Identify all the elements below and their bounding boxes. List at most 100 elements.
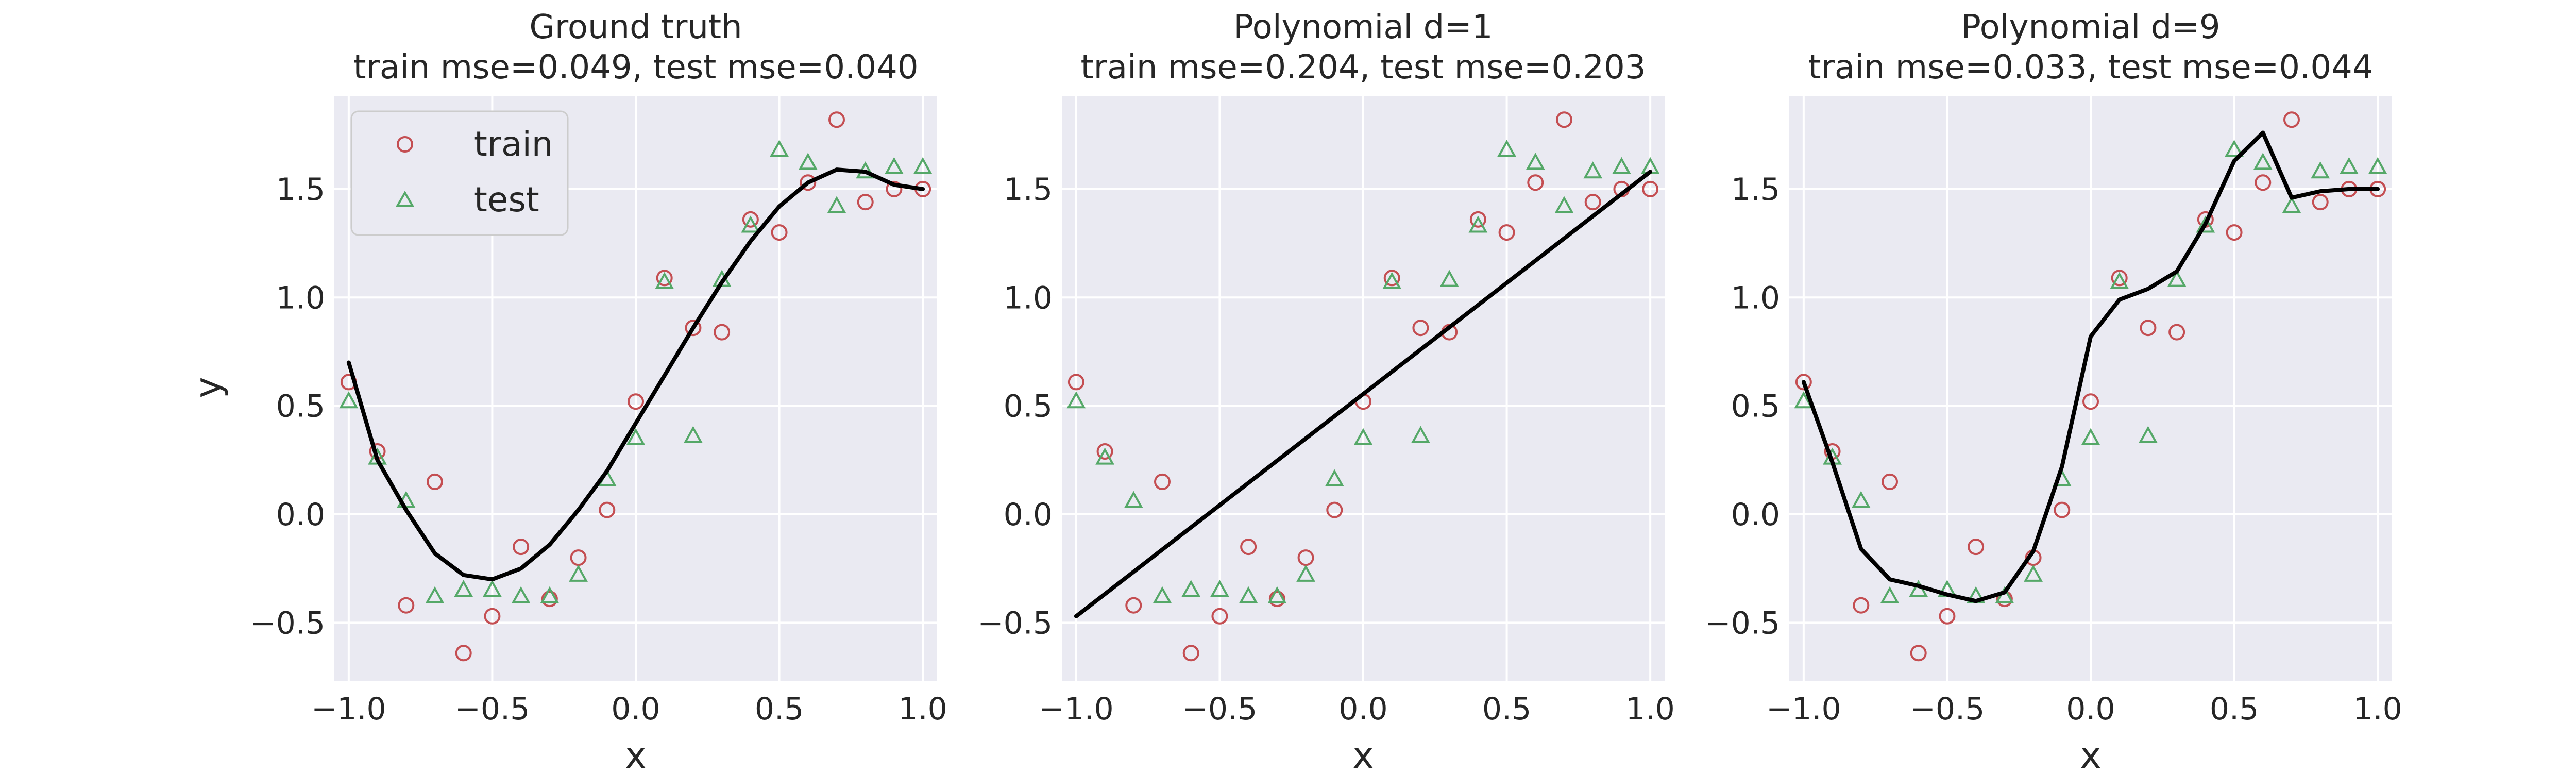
test-point: [1497, 140, 1516, 157]
x-tick-label: 0.5: [1482, 691, 1531, 727]
plot-area: −1.0 −0.5 0.0 0.5 1.0 −0.5 0.0 0.5 1.0 1.5: [977, 96, 1675, 727]
test-point: [798, 153, 818, 170]
test-point: [913, 157, 933, 174]
test-point: [2081, 428, 2100, 445]
test-point: [1382, 272, 1402, 289]
train-point: [628, 393, 644, 410]
train-point: [1469, 211, 1486, 228]
train-point: [455, 645, 472, 662]
subplot-ground-truth: Ground truth train mse=0.049, test mse=0…: [187, 8, 947, 773]
y-tick-label: 1.0: [276, 280, 325, 316]
train-point: [427, 473, 443, 490]
train-point: [1882, 473, 1898, 490]
test-point: [569, 564, 588, 582]
test-point: [626, 428, 646, 445]
y-tick-label: −0.5: [250, 605, 325, 641]
train-point: [886, 180, 903, 197]
test-point: [2196, 215, 2215, 233]
test-point: [1583, 161, 1603, 179]
train-point: [1498, 224, 1515, 241]
test-point: [1851, 491, 1871, 508]
legend-box: [350, 110, 569, 236]
train-point: [2111, 270, 2128, 287]
test-point: [1411, 426, 1430, 443]
test-point: [1353, 428, 1373, 445]
x-tick-label: 1.0: [1625, 691, 1674, 727]
legend-marker-train: [397, 136, 413, 153]
train-point: [398, 597, 415, 614]
y-tick-label: 1.5: [276, 172, 325, 208]
train-point: [1096, 443, 1113, 460]
test-point: [483, 580, 502, 597]
test-point: [511, 586, 531, 603]
test-point: [2110, 272, 2129, 289]
test-point: [1095, 447, 1114, 465]
subplot-polynomial-d1: Polynomial d=1 train mse=0.204, test mse…: [977, 8, 1675, 773]
y-tick-label: 0.5: [1004, 389, 1053, 425]
y-tick-label: 1.5: [1004, 172, 1053, 208]
test-point: [885, 157, 904, 174]
subplot-title: Polynomial d=1: [1233, 8, 1493, 46]
y-tick-label: 0.5: [276, 389, 325, 425]
train-point: [2054, 501, 2071, 518]
train-point: [1642, 180, 1659, 197]
train-point: [2140, 320, 2157, 337]
train-point: [2082, 393, 2099, 410]
test-point: [1153, 586, 1172, 603]
test-point: [1554, 196, 1574, 213]
train-point: [1240, 539, 1257, 556]
test-point: [2139, 426, 2158, 443]
x-tick-label: 1.0: [898, 691, 947, 727]
train-point: [1795, 374, 1812, 391]
test-point: [2311, 161, 2330, 179]
subplot-subtitle: train mse=0.049, test mse=0.040: [353, 48, 918, 87]
y-axis-label: y: [187, 377, 229, 398]
test-point: [1526, 153, 1545, 170]
x-tick-label: 0.0: [2066, 691, 2115, 727]
plot-area: −1.0 −0.5 0.0 0.5 1.0 −0.5 0.0 0.5 1.0 1.5: [1705, 96, 2402, 727]
y-tick-label: 1.0: [1004, 280, 1053, 316]
test-point: [827, 196, 846, 213]
test-point: [684, 426, 703, 443]
train-point: [800, 174, 817, 191]
train-point: [828, 111, 845, 128]
x-tick-label: −0.5: [455, 691, 530, 727]
train-point: [1968, 539, 1985, 556]
x-axis-label: x: [2080, 734, 2101, 773]
subplot-subtitle: train mse=0.204, test mse=0.203: [1080, 48, 1646, 87]
test-point: [454, 580, 473, 597]
y-tick-label: 1.0: [1731, 280, 1780, 316]
subplot-title: Polynomial d=9: [1961, 8, 2220, 46]
y-tick-label: −0.5: [977, 605, 1053, 641]
train-point: [1383, 270, 1400, 287]
test-point: [770, 140, 789, 157]
model-fit-line: [1074, 170, 1653, 618]
subplot-polynomial-d9: Polynomial d=9 train mse=0.033, test mse…: [1705, 8, 2402, 773]
train-point: [771, 224, 788, 241]
legend-label-test: test: [474, 180, 539, 220]
y-tick-label: 0.0: [1004, 497, 1053, 533]
x-axis-label: x: [625, 734, 646, 773]
model-fit-line: [346, 167, 925, 582]
test-point: [2225, 140, 2244, 157]
x-tick-label: 0.5: [755, 691, 804, 727]
train-point: [1939, 608, 1956, 625]
test-point: [1267, 586, 1287, 603]
y-tick-label: 0.0: [276, 497, 325, 533]
train-point: [2255, 174, 2272, 191]
train-point: [1412, 320, 1429, 337]
train-point: [1182, 645, 1199, 662]
subplot-subtitle: train mse=0.033, test mse=0.044: [1808, 48, 2373, 87]
x-tick-label: −1.0: [1766, 691, 1841, 727]
test-point: [1181, 580, 1201, 597]
x-tick-label: 1.0: [2353, 691, 2402, 727]
test-point: [1066, 391, 1086, 409]
y-tick-label: 0.0: [1731, 497, 1780, 533]
test-point: [2282, 196, 2301, 213]
train-point: [2226, 224, 2243, 241]
train-point: [2312, 194, 2329, 211]
train-point: [1556, 111, 1572, 128]
train-point: [484, 608, 501, 625]
test-point: [1468, 215, 1488, 233]
